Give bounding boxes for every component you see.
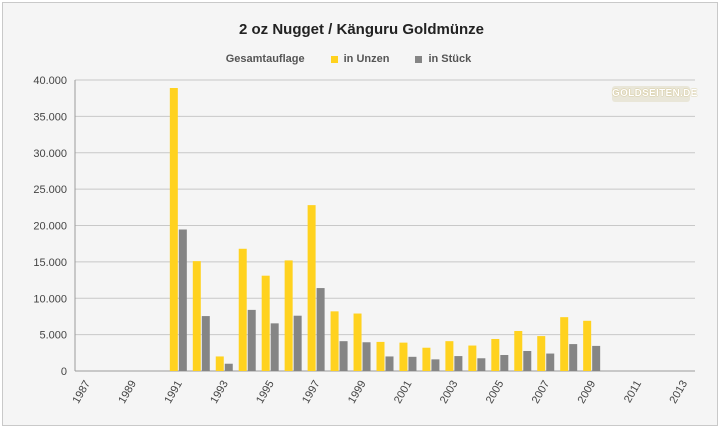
bar-unzen-2001: [399, 342, 408, 371]
x-tick-label: 2005: [484, 379, 507, 406]
bar-unzen-2009: [583, 320, 592, 371]
bar-unzen-2000: [376, 341, 385, 371]
bar-stueck-2002: [431, 359, 440, 371]
bar-unzen-2007: [537, 336, 546, 371]
chart-title: 2 oz Nugget / Känguru Goldmünze: [239, 21, 484, 38]
legend-swatch-stueck: [415, 55, 423, 63]
x-tick-label: 1995: [254, 379, 277, 406]
y-tick-label: 25.000: [33, 184, 67, 196]
legend-item-unzen: in Unzen: [330, 53, 390, 65]
bar-stueck-2003: [454, 356, 463, 371]
x-tick-label: 1987: [70, 379, 93, 406]
y-tick-label: 15.000: [33, 257, 67, 269]
bar-unzen-1992: [192, 261, 201, 371]
x-tick-label: 2009: [576, 379, 599, 406]
y-tick-label: 20.000: [33, 221, 67, 233]
bar-stueck-1996: [293, 315, 302, 371]
bar-unzen-1995: [261, 275, 270, 371]
bar-stueck-2005: [500, 354, 509, 371]
bar-unzen-2003: [445, 341, 454, 371]
bar-stueck-1991: [178, 229, 187, 371]
bar-stueck-2008: [569, 344, 578, 371]
x-tick-label: 2007: [530, 379, 553, 406]
bar-stueck-1994: [247, 309, 256, 371]
legend-label-unzen: in Unzen: [343, 53, 390, 65]
bar-unzen-1996: [284, 260, 293, 371]
watermark-logo: GOLDSEITEN.DE: [612, 86, 697, 102]
legend-title: Gesamtauflage: [225, 53, 305, 65]
y-tick-label: 10.000: [33, 293, 67, 305]
bar-unzen-2006: [514, 330, 523, 371]
bar-unzen-1998: [330, 311, 339, 371]
x-tick-label: 1989: [116, 379, 139, 406]
bar-stueck-1995: [270, 323, 279, 371]
bar-unzen-1993: [215, 356, 224, 371]
bar-unzen-1997: [307, 205, 316, 371]
x-tick-label: 2001: [392, 379, 415, 406]
bar-stueck-2004: [477, 358, 486, 371]
y-tick-label: 30.000: [33, 148, 67, 160]
bar-stueck-1993: [224, 363, 233, 371]
x-tick-label: 1997: [300, 379, 323, 406]
y-tick-label: 40.000: [33, 75, 67, 87]
bar-stueck-2000: [385, 356, 394, 371]
x-tick-label: 1999: [346, 379, 369, 406]
y-tick-label: 0: [61, 366, 67, 378]
bar-stueck-1998: [339, 341, 348, 371]
legend: Gesamtauflage in Unzen in Stück: [0, 53, 723, 65]
legend-item-stueck: in Stück: [415, 53, 471, 65]
bar-unzen-2008: [560, 317, 569, 371]
x-tick-label: 1993: [208, 379, 231, 406]
legend-swatch-unzen: [330, 55, 338, 63]
bar-stueck-1992: [201, 316, 210, 371]
bar-unzen-1999: [353, 313, 362, 371]
bar-stueck-2001: [408, 356, 417, 371]
bar-stueck-2007: [546, 353, 555, 371]
y-tick-label: 35.000: [33, 111, 67, 123]
bar-unzen-1994: [238, 248, 247, 371]
bar-unzen-1991: [169, 88, 178, 371]
legend-label-stueck: in Stück: [428, 53, 472, 65]
x-tick-label: 2011: [622, 379, 644, 405]
x-tick-label: 2003: [438, 379, 461, 406]
bar-unzen-2005: [491, 338, 500, 371]
bar-stueck-1997: [316, 288, 325, 371]
bar-unzen-2002: [422, 347, 431, 371]
bar-stueck-2009: [592, 345, 601, 371]
y-tick-label: 5.000: [39, 330, 67, 342]
bar-unzen-2004: [468, 345, 477, 371]
x-tick-label: 2013: [667, 379, 690, 406]
bar-stueck-1999: [362, 342, 371, 371]
x-tick-label: 1991: [162, 379, 185, 406]
bar-stueck-2006: [523, 350, 532, 371]
